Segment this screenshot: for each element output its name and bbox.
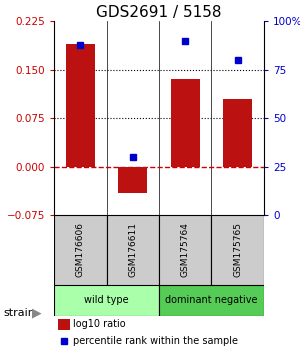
Title: GDS2691 / 5158: GDS2691 / 5158 xyxy=(96,5,222,20)
Bar xyxy=(66,44,95,167)
Bar xyxy=(223,99,252,167)
Text: wild type: wild type xyxy=(84,295,129,305)
Bar xyxy=(171,79,200,167)
Bar xyxy=(212,215,264,285)
Text: ▶: ▶ xyxy=(32,307,41,320)
Bar xyxy=(159,285,264,316)
Text: GSM176611: GSM176611 xyxy=(128,222,137,278)
Text: GSM175765: GSM175765 xyxy=(233,222,242,278)
Bar xyxy=(159,215,211,285)
Bar xyxy=(58,319,70,330)
Text: GSM175764: GSM175764 xyxy=(181,222,190,277)
Text: strain: strain xyxy=(3,308,35,318)
Bar xyxy=(106,215,159,285)
Bar xyxy=(118,167,147,193)
Text: GSM176606: GSM176606 xyxy=(76,222,85,278)
Text: log10 ratio: log10 ratio xyxy=(73,319,125,330)
Bar xyxy=(54,285,159,316)
Text: dominant negative: dominant negative xyxy=(165,295,258,305)
Text: percentile rank within the sample: percentile rank within the sample xyxy=(73,336,238,346)
Bar xyxy=(54,215,106,285)
